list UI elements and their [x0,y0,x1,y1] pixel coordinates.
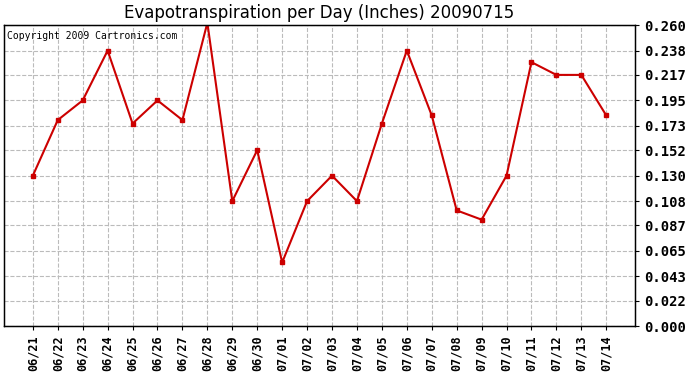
Title: Evapotranspiration per Day (Inches) 20090715: Evapotranspiration per Day (Inches) 2009… [124,4,515,22]
Text: Copyright 2009 Cartronics.com: Copyright 2009 Cartronics.com [8,31,178,41]
